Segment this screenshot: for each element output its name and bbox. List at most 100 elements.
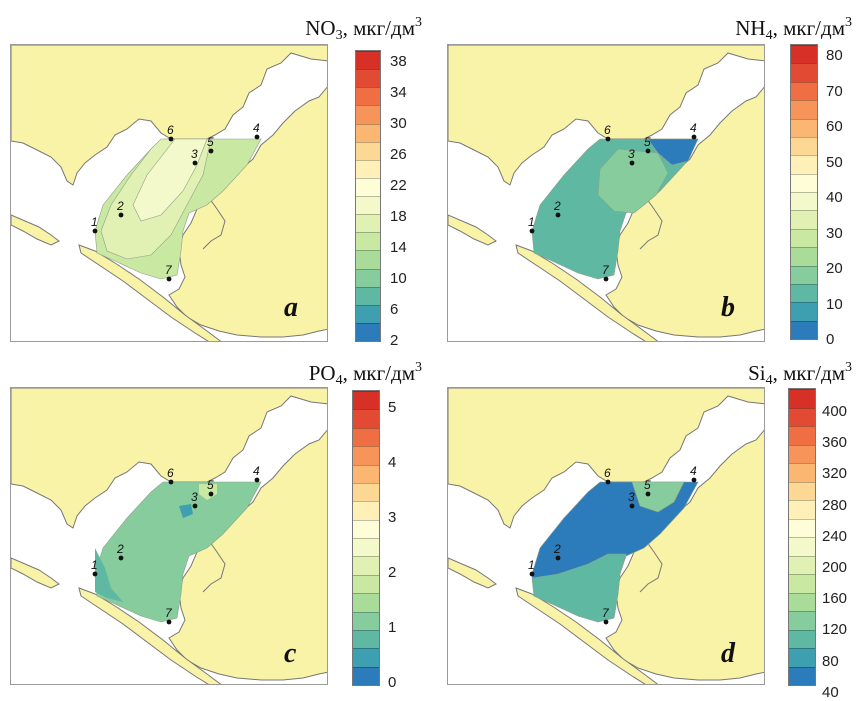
panel-b-title: NH4, мкг/дм3 (735, 15, 852, 43)
station-label: 6 (604, 466, 611, 480)
station-label: 2 (553, 542, 561, 556)
map-c: 1 2 3 4 5 6 7 (10, 387, 328, 685)
colorbar-c (352, 390, 380, 686)
colorbar-segment (353, 427, 379, 448)
station-marker (254, 134, 260, 140)
contour-zone (647, 138, 699, 166)
land-area (78, 587, 222, 684)
station-marker (529, 571, 535, 577)
colorbar-tick-label: 60 (826, 118, 843, 135)
station-marker (555, 555, 561, 561)
station-marker (92, 571, 98, 577)
station-label: 4 (253, 121, 260, 135)
colorbar-tick-label: 14 (390, 239, 407, 256)
station-marker (92, 228, 98, 234)
station-label: 2 (116, 542, 124, 556)
station-marker (168, 479, 174, 485)
colorbar-segment (356, 123, 380, 143)
station-marker (603, 276, 609, 282)
station-label: 3 (628, 147, 635, 161)
panel-a-letter: a (284, 292, 298, 323)
land-area (448, 557, 497, 589)
colorbar-segment (789, 574, 815, 594)
colorbar-tick-label: 3 (388, 509, 397, 526)
colorbar-tick-label: 50 (826, 153, 843, 171)
map-b: 1 2 3 4 5 6 7 (447, 44, 765, 342)
land-area (448, 45, 764, 186)
colorbar-segment (353, 538, 379, 558)
colorbar-tick-label: 2 (390, 332, 399, 349)
colorbar-tick-label: 200 (822, 559, 848, 576)
colorbar-tick-label: 10 (826, 295, 843, 313)
station-marker (192, 503, 198, 509)
colorbar-segment (789, 555, 815, 575)
station-marker (629, 160, 635, 166)
land-area (11, 45, 327, 186)
colorbar-segment (791, 228, 817, 249)
colorbar-tick-label: 22 (390, 177, 407, 194)
colorbar-tick-label: 40 (822, 683, 839, 701)
station-label: 3 (191, 490, 198, 504)
station-label: 1 (91, 558, 98, 572)
colorbar-segment (353, 574, 379, 595)
contour-zone (95, 548, 123, 602)
colorbar-segment (353, 446, 379, 466)
colorbar-segment (791, 100, 817, 120)
station-label: 6 (167, 123, 174, 137)
colorbar-segment (789, 611, 815, 631)
colorbar-segment (789, 518, 815, 538)
colorbar-segment (356, 51, 380, 71)
colorbar-segment (353, 391, 379, 411)
station-label: 7 (602, 263, 610, 277)
land-area (515, 244, 659, 341)
colorbar-segment (789, 426, 815, 446)
colorbar-segment (791, 63, 817, 83)
colorbar-segment (353, 501, 379, 521)
colorbar-segment (791, 247, 817, 267)
colorbar-tick-label: 38 (390, 53, 407, 70)
station-marker (166, 619, 172, 625)
colorbar-tick-label: 80 (822, 652, 839, 670)
colorbar-tick-label: 400 (822, 403, 848, 420)
station-marker (168, 136, 174, 142)
colorbar-tick-label: 18 (390, 208, 407, 225)
station-marker (645, 148, 651, 154)
station-marker (603, 619, 609, 625)
station-marker (605, 479, 611, 485)
station-label: 4 (690, 121, 697, 135)
station-label: 5 (207, 478, 214, 492)
colorbar-tick-label: 6 (390, 301, 399, 318)
colorbar-tick-label: 30 (390, 115, 407, 132)
colorbar-segment (356, 214, 380, 234)
station-label: 3 (191, 147, 198, 161)
colorbar-tick-label: 26 (390, 146, 407, 163)
station-marker (555, 212, 561, 218)
contour-zone (199, 484, 217, 500)
land-area (448, 214, 497, 246)
colorbar-segment (356, 304, 380, 324)
colorbar-segment (353, 464, 379, 484)
colorbar-segment (791, 192, 817, 212)
colorbar-tick-label: 240 (822, 527, 848, 545)
colorbar-tick-label: 2 (388, 564, 397, 581)
land-area (78, 244, 222, 341)
colorbar-segment (791, 173, 817, 193)
colorbar-segment (791, 45, 817, 65)
colorbar-tick-label: 40 (826, 189, 843, 206)
colorbar-segment (356, 196, 380, 216)
station-label: 6 (604, 123, 611, 137)
panel-c-letter: c (284, 638, 297, 669)
station-marker (254, 477, 260, 483)
colorbar-segment (791, 302, 817, 322)
colorbar-segment (353, 409, 379, 429)
land-area (11, 388, 327, 529)
contour-zone (132, 138, 208, 222)
colorbar-tick-label: 30 (826, 224, 843, 242)
panel-a-title: NO3, мкг/дм3 (305, 15, 422, 43)
colorbar-tick-label: 360 (822, 434, 848, 452)
station-marker (118, 555, 124, 561)
station-label: 7 (602, 606, 610, 620)
colorbar-segment (356, 268, 380, 288)
colorbar-segment (356, 177, 380, 197)
colorbar-segment (791, 118, 817, 138)
